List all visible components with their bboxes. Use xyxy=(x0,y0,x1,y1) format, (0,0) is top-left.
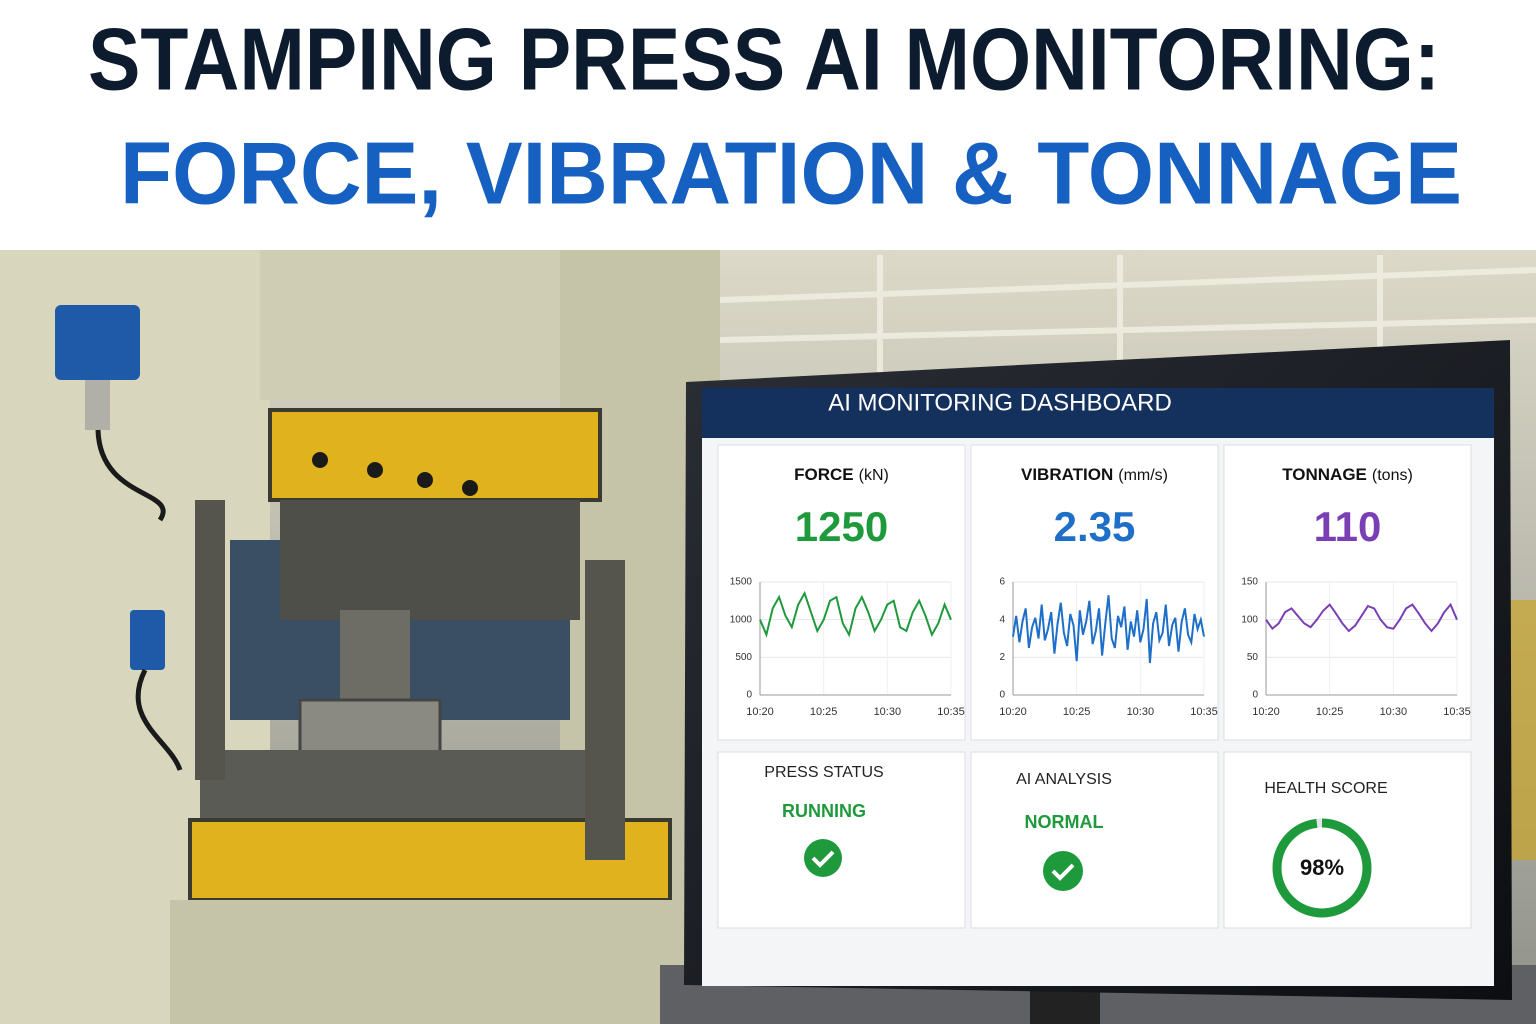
panel xyxy=(717,444,966,741)
status-panels: PRESS STATUS RUNNING AI ANALYSIS NORMAL … xyxy=(717,751,1472,929)
x-tick-label: 10:20 xyxy=(999,706,1027,718)
y-tick-label: 0 xyxy=(1252,690,1258,701)
data-line xyxy=(1265,602,1458,633)
status-value: NORMAL xyxy=(1025,812,1104,832)
y-tick-label: 0 xyxy=(746,690,752,701)
y-tick-label: 2 xyxy=(999,652,1005,663)
x-tick-label: 10:30 xyxy=(874,706,902,718)
dashboard-title: AI MONITORING DASHBOARD xyxy=(828,389,1172,416)
metric-unit: (tons) xyxy=(1372,467,1413,484)
panel xyxy=(970,444,1219,741)
current-value: 110 xyxy=(1314,503,1382,550)
gauge-arc xyxy=(1272,818,1372,918)
x-tick-label: 10:25 xyxy=(1316,706,1344,718)
panel-title: FORCE (kN) xyxy=(794,465,889,484)
check-mark xyxy=(811,850,835,868)
x-tick-label: 10:25 xyxy=(810,706,838,718)
metric-name: FORCE xyxy=(794,465,854,484)
metric-unit: (mm/s) xyxy=(1118,467,1168,484)
data-line xyxy=(1012,595,1205,664)
current-value: 2.35 xyxy=(1054,503,1136,550)
current-value: 1250 xyxy=(795,503,888,550)
status-value: RUNNING xyxy=(782,801,866,821)
x-tick-label: 10:35 xyxy=(1443,706,1471,718)
y-tick-label: 500 xyxy=(735,652,752,663)
y-tick-label: 100 xyxy=(1241,614,1258,625)
metric-name: TONNAGE xyxy=(1282,465,1367,484)
headline: STAMPING PRESS AI MONITORING: xyxy=(88,9,1440,108)
y-tick-label: 6 xyxy=(999,577,1005,588)
panel xyxy=(1223,751,1472,929)
panel xyxy=(970,751,1219,929)
banner xyxy=(0,0,1536,250)
panel-title: TONNAGE (tons) xyxy=(1282,465,1413,484)
y-tick-label: 1000 xyxy=(730,614,753,625)
check-icon xyxy=(804,839,842,877)
x-tick-label: 10:20 xyxy=(746,706,774,718)
x-tick-label: 10:35 xyxy=(937,706,965,718)
check-mark xyxy=(1051,863,1075,881)
panel xyxy=(717,751,966,929)
check-icon xyxy=(1043,851,1083,891)
data-line xyxy=(759,590,952,638)
y-tick-label: 150 xyxy=(1241,577,1258,588)
health-value: 98% xyxy=(1300,855,1344,880)
headline: FORCE, VIBRATION & TONNAGE xyxy=(120,123,1462,222)
health-label: HEALTH SCORE xyxy=(1264,780,1387,797)
x-tick-label: 10:30 xyxy=(1127,706,1155,718)
status-label: PRESS STATUS xyxy=(764,764,883,781)
panel xyxy=(1223,444,1472,741)
x-tick-label: 10:25 xyxy=(1063,706,1091,718)
y-tick-label: 1500 xyxy=(730,577,753,588)
x-tick-label: 10:30 xyxy=(1380,706,1408,718)
y-tick-label: 0 xyxy=(999,690,1005,701)
metric-unit: (kN) xyxy=(859,467,889,484)
status-label: AI ANALYSIS xyxy=(1016,771,1112,788)
metric-name: VIBRATION xyxy=(1021,465,1113,484)
panel-title: VIBRATION (mm/s) xyxy=(1021,465,1168,484)
x-tick-label: 10:35 xyxy=(1190,706,1218,718)
x-tick-label: 10:20 xyxy=(1252,706,1280,718)
y-tick-label: 50 xyxy=(1247,652,1259,663)
y-tick-label: 4 xyxy=(999,614,1005,625)
